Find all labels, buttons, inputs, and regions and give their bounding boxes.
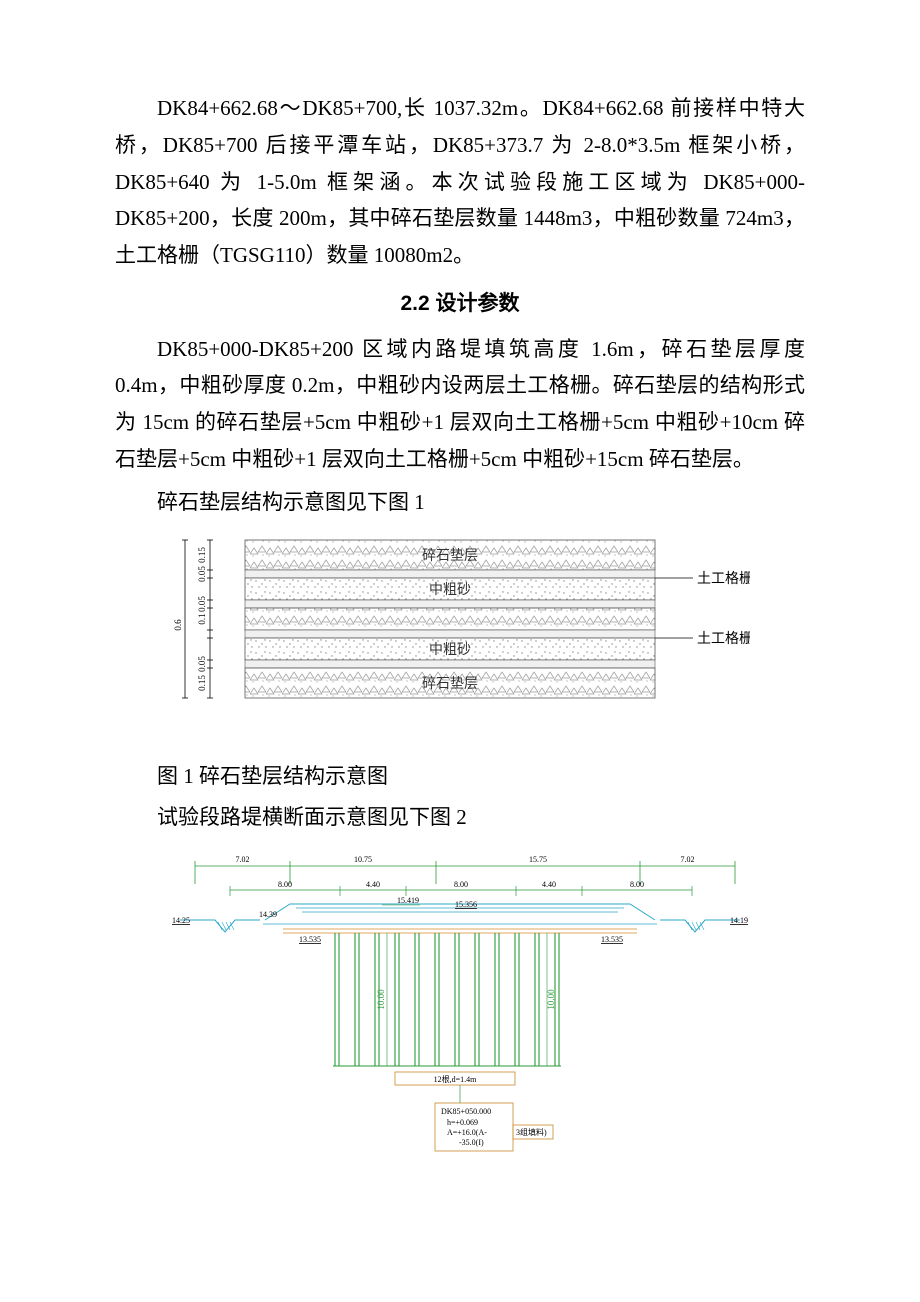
figure1-diagram: 0.15碎石垫层0.05中粗砂土工格栅0.050.1中粗砂土工格栅0.050.1… xyxy=(115,530,805,720)
svg-text:8.00: 8.00 xyxy=(454,880,468,889)
svg-text:0.05: 0.05 xyxy=(197,656,207,672)
svg-text:-35.0(I): -35.0(I) xyxy=(459,1138,484,1147)
svg-text:0.15: 0.15 xyxy=(197,675,207,691)
figure2-intro: 试验段路堤横断面示意图见下图 2 xyxy=(115,799,805,836)
svg-text:10.00: 10.00 xyxy=(376,989,386,1010)
svg-text:0.15: 0.15 xyxy=(197,547,207,563)
svg-text:13.535: 13.535 xyxy=(601,935,623,944)
svg-text:中粗砂: 中粗砂 xyxy=(429,582,471,598)
figure1-caption: 图 1 碎石垫层结构示意图 xyxy=(115,758,805,795)
cross-section-svg: 7.02 10.75 15.75 7.02 8.00 4.40 8.00 4.40 8.00 14… xyxy=(160,848,760,1158)
svg-text:4.40: 4.40 xyxy=(366,880,380,889)
svg-text:13.535: 13.535 xyxy=(299,935,321,944)
paragraph-design-params: DK85+000-DK85+200 区域内路堤填筑高度 1.6m，碎石垫层厚度 … xyxy=(115,331,805,478)
total-height-label: 0.6 xyxy=(173,619,183,631)
svg-text:15.419: 15.419 xyxy=(397,896,419,905)
svg-text:14.19: 14.19 xyxy=(730,916,748,925)
section-heading-2-2: 2.2 设计参数 xyxy=(115,286,805,323)
svg-text:DK85+050.000: DK85+050.000 xyxy=(441,1107,491,1116)
svg-text:12根,d=1.4m: 12根,d=1.4m xyxy=(434,1074,478,1084)
layer-structure-svg: 0.15碎石垫层0.05中粗砂土工格栅0.050.1中粗砂土工格栅0.050.1… xyxy=(170,530,750,720)
svg-text:7.02: 7.02 xyxy=(236,855,250,864)
svg-text:15.75: 15.75 xyxy=(529,855,547,864)
svg-text:8.00: 8.00 xyxy=(278,880,292,889)
svg-text:中粗砂: 中粗砂 xyxy=(429,642,471,658)
svg-text:8.00: 8.00 xyxy=(630,880,644,889)
svg-text:土工格栅: 土工格栅 xyxy=(697,631,750,647)
svg-text:4.40: 4.40 xyxy=(542,880,556,889)
svg-text:14.25: 14.25 xyxy=(172,916,190,925)
svg-text:3组填料): 3组填料) xyxy=(516,1127,547,1137)
svg-text:h=+0.069: h=+0.069 xyxy=(447,1118,478,1127)
svg-text:碎石垫层: 碎石垫层 xyxy=(422,676,478,692)
svg-text:0.05: 0.05 xyxy=(197,596,207,612)
figure2-diagram: 7.02 10.75 15.75 7.02 8.00 4.40 8.00 4.40 8.00 14… xyxy=(115,848,805,1158)
svg-text:0.1: 0.1 xyxy=(197,614,207,625)
svg-text:A=+16.0(A-: A=+16.0(A- xyxy=(447,1128,487,1137)
svg-text:14.39: 14.39 xyxy=(259,910,277,919)
svg-text:碎石垫层: 碎石垫层 xyxy=(422,548,478,564)
svg-text:土工格栅: 土工格栅 xyxy=(697,571,750,587)
svg-text:10.75: 10.75 xyxy=(354,855,372,864)
svg-text:7.02: 7.02 xyxy=(681,855,695,864)
paragraph-intro: DK84+662.68～DK85+700,长 1037.32m。DK84+662… xyxy=(115,90,805,274)
svg-text:15.356: 15.356 xyxy=(455,900,477,909)
figure1-intro: 碎石垫层结构示意图见下图 1 xyxy=(115,484,805,521)
svg-text:10.00: 10.00 xyxy=(546,989,556,1010)
svg-text:0.05: 0.05 xyxy=(197,566,207,582)
